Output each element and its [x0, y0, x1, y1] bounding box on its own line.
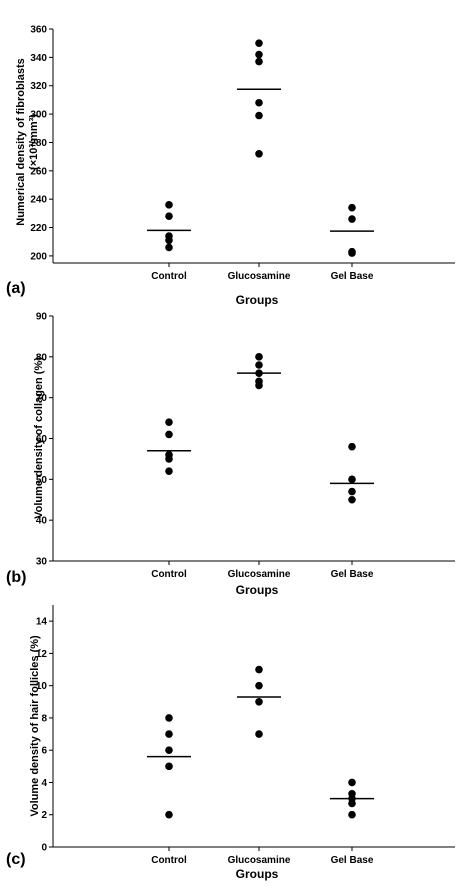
- x-tick-label: Gel Base: [331, 271, 374, 282]
- panel-b-xlabel: Groups: [236, 583, 279, 597]
- y-tick-label: 4: [41, 778, 47, 789]
- data-point: [255, 698, 263, 706]
- data-point: [255, 50, 263, 59]
- y-tick-label: 14: [36, 617, 48, 628]
- panel-a-ylabel-line2: (×10³/mm³): [28, 114, 40, 170]
- y-tick-label: 6: [41, 746, 47, 757]
- data-point: [255, 111, 263, 120]
- y-tick-label: 10: [36, 681, 48, 692]
- panel-a-label: (a): [6, 280, 26, 297]
- panel-c: Volume density of hair follicles (%) (c)…: [6, 605, 455, 881]
- data-point: [348, 249, 356, 257]
- data-point: [255, 57, 263, 66]
- data-point: [165, 201, 173, 209]
- y-tick-label: 220: [30, 223, 47, 234]
- data-point: [255, 361, 263, 369]
- data-point: [348, 203, 356, 212]
- y-tick-label: 340: [30, 53, 47, 64]
- y-tick-label: 280: [30, 138, 47, 149]
- data-point: [255, 665, 263, 674]
- x-tick-label: Control: [151, 855, 187, 866]
- data-point: [348, 810, 356, 819]
- y-tick-label: 8: [41, 713, 47, 724]
- y-tick-label: 40: [36, 516, 48, 527]
- y-tick-label: 80: [36, 352, 48, 363]
- data-point: [255, 381, 263, 390]
- y-tick-label: 320: [30, 81, 47, 92]
- x-tick-label: Control: [151, 271, 187, 282]
- data-point: [255, 353, 263, 361]
- data-point: [165, 430, 173, 439]
- y-tick-label: 12: [36, 649, 48, 660]
- x-tick-label: Gel Base: [331, 569, 374, 580]
- data-point: [348, 442, 356, 451]
- data-point: [165, 810, 173, 819]
- data-point: [255, 730, 263, 738]
- data-point: [348, 475, 356, 484]
- panel-c-ylabel: Volume density of hair follicles (%): [29, 635, 41, 817]
- y-tick-label: 260: [30, 166, 47, 177]
- panel-b-label: (b): [6, 569, 26, 586]
- y-tick-label: 2: [41, 810, 47, 821]
- data-point: [348, 495, 356, 504]
- panel-a: Numerical density of fibroblasts (×10³/m…: [6, 25, 455, 307]
- y-tick-label: 300: [30, 110, 47, 121]
- data-point: [165, 418, 173, 426]
- data-point: [348, 778, 356, 787]
- panel-b-ylabel: Volume density of collagen (%): [33, 357, 45, 519]
- y-tick-label: 240: [30, 195, 47, 206]
- data-point: [348, 487, 356, 496]
- panel-a-ylabel-line1: Numerical density of fibroblasts: [15, 58, 27, 225]
- data-point: [255, 150, 263, 158]
- y-tick-label: 70: [36, 393, 48, 404]
- data-point: [165, 243, 173, 252]
- data-point: [165, 746, 173, 754]
- y-tick-label: 360: [30, 25, 47, 36]
- data-point: [255, 681, 263, 690]
- data-point: [255, 39, 263, 47]
- data-point: [165, 762, 173, 771]
- y-tick-label: 30: [36, 557, 48, 568]
- data-point: [165, 212, 173, 220]
- panel-c-xlabel: Groups: [236, 867, 279, 881]
- data-point: [348, 799, 356, 808]
- y-tick-label: 200: [30, 251, 47, 262]
- data-point: [165, 455, 173, 463]
- data-point: [348, 215, 356, 223]
- y-tick-label: 60: [36, 434, 48, 445]
- data-point: [165, 467, 173, 475]
- panel-a-xlabel: Groups: [236, 293, 279, 307]
- x-tick-label: Control: [151, 569, 187, 580]
- data-point: [255, 98, 263, 107]
- x-tick-label: Glucosamine: [228, 855, 291, 866]
- x-tick-label: Glucosamine: [228, 271, 291, 282]
- panel-c-label: (c): [6, 851, 26, 868]
- data-point: [165, 730, 173, 738]
- data-point: [165, 236, 173, 245]
- y-tick-label: 0: [41, 843, 47, 854]
- x-tick-label: Glucosamine: [228, 569, 291, 580]
- y-tick-label: 50: [36, 475, 48, 486]
- panel-b: Volume density of collagen (%) (b) Group…: [6, 312, 455, 597]
- data-point: [165, 714, 173, 722]
- y-tick-label: 90: [36, 312, 48, 323]
- x-tick-label: Gel Base: [331, 855, 374, 866]
